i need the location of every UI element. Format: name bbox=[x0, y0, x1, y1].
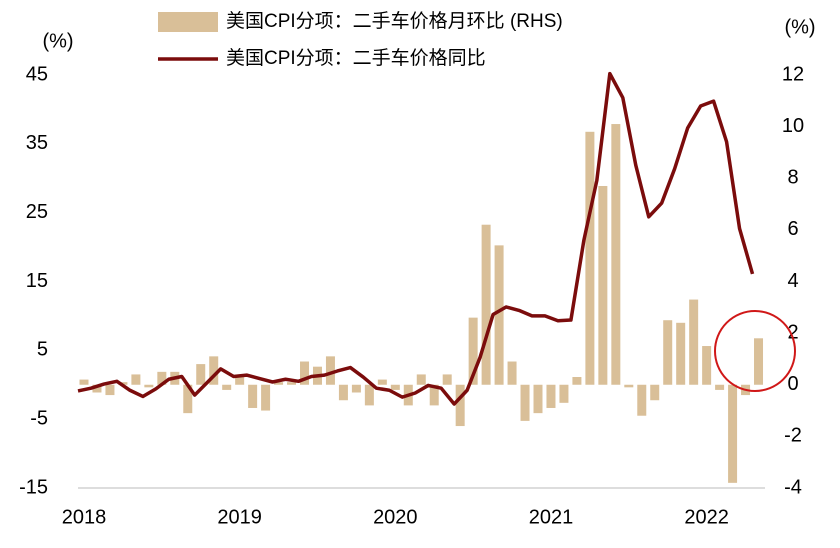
bar bbox=[416, 374, 426, 385]
y2-tick-label: 10 bbox=[782, 115, 804, 137]
bar bbox=[131, 374, 141, 385]
bar bbox=[637, 384, 647, 416]
bar bbox=[325, 356, 335, 385]
bar bbox=[520, 384, 530, 421]
bar bbox=[559, 384, 569, 403]
line bbox=[77, 71, 755, 406]
bar bbox=[364, 384, 374, 406]
bar bbox=[676, 322, 686, 385]
y2-axis-label: (%) bbox=[784, 16, 815, 38]
bar bbox=[494, 245, 504, 385]
highlight-circle bbox=[714, 310, 796, 392]
y-tick-label: 25 bbox=[26, 201, 48, 223]
bar bbox=[338, 384, 348, 401]
bar bbox=[598, 185, 608, 385]
y-tick-label: -5 bbox=[30, 407, 48, 429]
bar bbox=[455, 384, 465, 427]
bar bbox=[300, 361, 310, 385]
bar bbox=[546, 384, 556, 408]
legend-label: 美国CPI分项：二手车价格同比 bbox=[226, 47, 486, 69]
bar bbox=[377, 379, 387, 385]
bar bbox=[728, 384, 738, 483]
bar bbox=[624, 384, 634, 388]
bar bbox=[183, 384, 193, 414]
bar bbox=[209, 356, 219, 385]
bar bbox=[468, 317, 478, 385]
y-tick-label: -15 bbox=[19, 476, 48, 498]
y2-tick-label: 4 bbox=[787, 270, 798, 292]
bar bbox=[390, 384, 400, 390]
bar bbox=[92, 384, 102, 393]
x-tick-label: 2020 bbox=[373, 506, 418, 528]
bar bbox=[274, 382, 284, 385]
bar bbox=[144, 384, 154, 388]
bar bbox=[287, 382, 297, 385]
bar bbox=[79, 379, 89, 385]
bar bbox=[429, 384, 439, 406]
y2-tick-label: -4 bbox=[784, 476, 802, 498]
bar bbox=[702, 346, 712, 385]
y-axis-label: (%) bbox=[42, 30, 73, 52]
bar bbox=[196, 364, 206, 385]
x-tick-label: 2019 bbox=[217, 506, 262, 528]
bar bbox=[248, 384, 258, 408]
bar bbox=[235, 377, 245, 385]
bar bbox=[754, 338, 764, 385]
bar bbox=[572, 377, 582, 385]
bar bbox=[351, 384, 361, 393]
y2-tick-label: 0 bbox=[787, 373, 798, 395]
y2-tick-label: 2 bbox=[787, 321, 798, 343]
y2-tick-label: -2 bbox=[784, 425, 802, 447]
bar bbox=[442, 374, 452, 385]
y-tick-label: 15 bbox=[26, 270, 48, 292]
bar bbox=[650, 384, 660, 401]
bar bbox=[507, 361, 517, 385]
legend-swatch bbox=[158, 12, 218, 32]
y-tick-label: 45 bbox=[26, 63, 48, 85]
bar bbox=[663, 320, 673, 385]
bar bbox=[157, 371, 167, 385]
bar bbox=[715, 384, 725, 390]
legend-label: 美国CPI分项：二手车价格月环比 (RHS) bbox=[226, 10, 563, 32]
bar bbox=[533, 384, 543, 414]
y2-tick-label: 8 bbox=[787, 167, 798, 189]
y-tick-label: 35 bbox=[26, 132, 48, 154]
y2-tick-label: 12 bbox=[782, 63, 804, 85]
x-tick-label: 2022 bbox=[684, 506, 729, 528]
bar bbox=[689, 299, 699, 385]
x-tick-label: 2018 bbox=[62, 506, 107, 528]
x-tick-label: 2021 bbox=[529, 506, 574, 528]
bar bbox=[481, 224, 491, 385]
bar bbox=[585, 131, 595, 385]
bar bbox=[611, 124, 621, 385]
bar bbox=[222, 384, 232, 390]
bar bbox=[105, 384, 115, 396]
y-tick-label: 5 bbox=[37, 339, 48, 361]
y2-tick-label: 6 bbox=[787, 218, 798, 240]
bar bbox=[261, 384, 271, 411]
